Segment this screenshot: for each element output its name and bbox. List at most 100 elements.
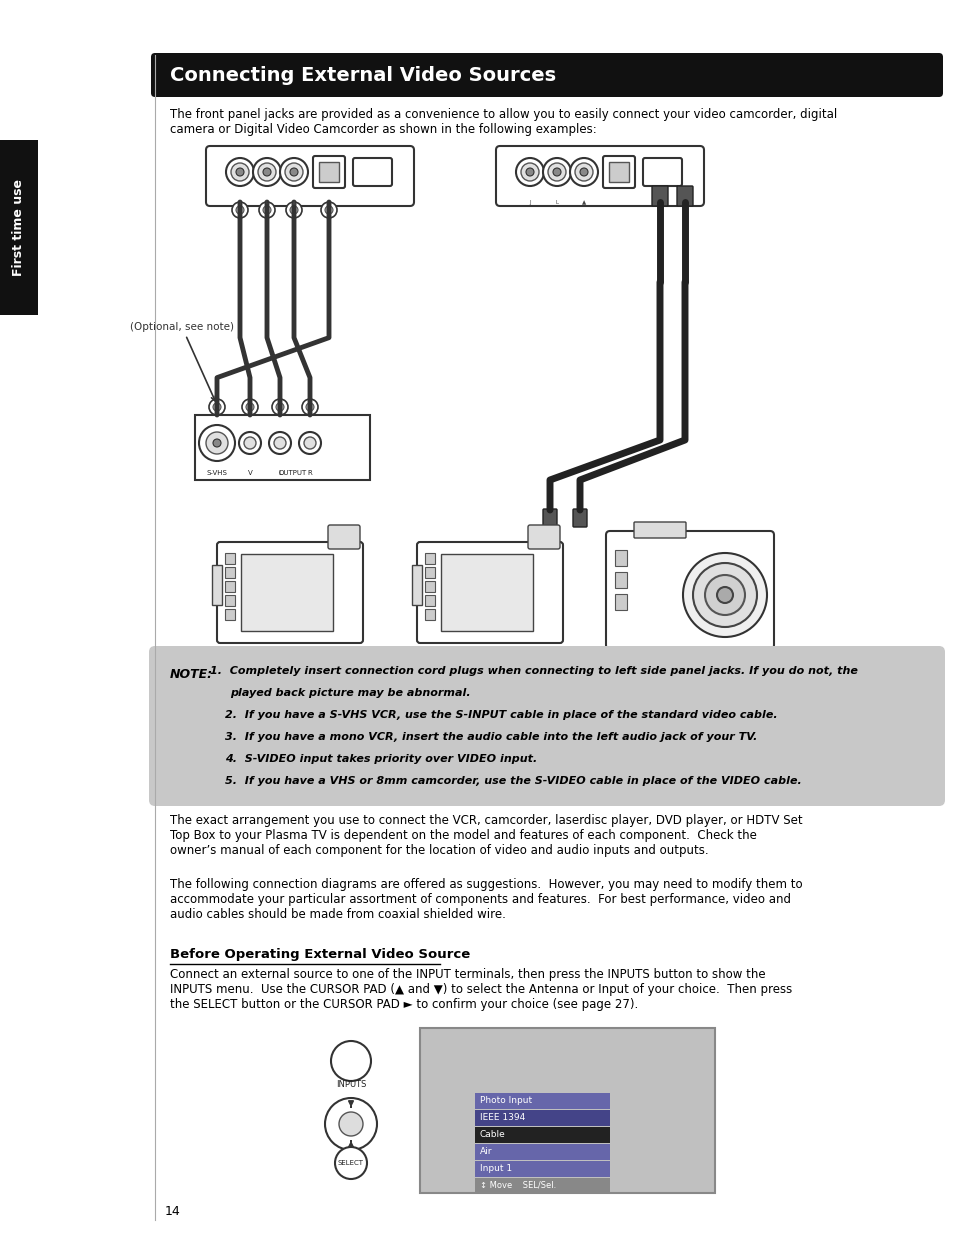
Circle shape: [263, 206, 271, 214]
Circle shape: [335, 1147, 367, 1179]
Text: The following connection diagrams are offered as suggestions.  However, you may : The following connection diagrams are of…: [170, 878, 801, 921]
FancyBboxPatch shape: [475, 1110, 609, 1126]
Circle shape: [302, 399, 317, 415]
Text: (Optional, see note): (Optional, see note): [130, 322, 233, 401]
Circle shape: [275, 403, 284, 411]
Text: Connect an external source to one of the INPUT terminals, then press the INPUTS : Connect an external source to one of the…: [170, 968, 791, 1011]
Circle shape: [682, 553, 766, 637]
Text: played back picture may be abnormal.: played back picture may be abnormal.: [230, 688, 470, 698]
FancyBboxPatch shape: [475, 1178, 609, 1192]
FancyBboxPatch shape: [605, 531, 773, 650]
FancyBboxPatch shape: [615, 550, 626, 566]
Circle shape: [692, 563, 757, 627]
Text: SELECT: SELECT: [337, 1160, 364, 1166]
Text: J: J: [239, 200, 240, 205]
Text: Before Operating External Video Source: Before Operating External Video Source: [170, 948, 470, 961]
FancyBboxPatch shape: [475, 1161, 609, 1177]
FancyBboxPatch shape: [615, 572, 626, 588]
Text: Photo Input: Photo Input: [479, 1095, 532, 1105]
FancyBboxPatch shape: [542, 509, 557, 527]
Circle shape: [516, 158, 543, 186]
Circle shape: [239, 432, 261, 454]
Text: 4.  S-VIDEO input takes priority over VIDEO input.: 4. S-VIDEO input takes priority over VID…: [225, 755, 537, 764]
FancyBboxPatch shape: [212, 564, 222, 605]
FancyBboxPatch shape: [440, 555, 533, 631]
Circle shape: [213, 403, 221, 411]
FancyBboxPatch shape: [602, 156, 635, 188]
Text: INPUTS: INPUTS: [335, 1079, 366, 1089]
Text: 2.  If you have a S-VHS VCR, use the S-INPUT cable in place of the standard vide: 2. If you have a S-VHS VCR, use the S-IN…: [225, 710, 777, 720]
Circle shape: [320, 203, 336, 219]
FancyBboxPatch shape: [313, 156, 345, 188]
FancyBboxPatch shape: [608, 162, 628, 182]
FancyBboxPatch shape: [225, 553, 234, 564]
Circle shape: [280, 158, 308, 186]
Circle shape: [306, 403, 314, 411]
Circle shape: [575, 163, 593, 182]
Circle shape: [285, 163, 303, 182]
Text: Cable: Cable: [479, 1130, 505, 1139]
Text: The exact arrangement you use to connect the VCR, camcorder, laserdisc player, D: The exact arrangement you use to connect…: [170, 814, 801, 857]
Circle shape: [244, 437, 255, 450]
Circle shape: [235, 168, 244, 177]
Text: Air: Air: [479, 1147, 492, 1156]
Text: NOTE:: NOTE:: [170, 668, 213, 680]
Text: 3.  If you have a mono VCR, insert the audio cable into the left audio jack of y: 3. If you have a mono VCR, insert the au…: [225, 732, 757, 742]
FancyBboxPatch shape: [412, 564, 421, 605]
FancyBboxPatch shape: [475, 1093, 609, 1109]
Text: Input 1: Input 1: [479, 1165, 512, 1173]
Text: IEEE 1394: IEEE 1394: [479, 1113, 525, 1123]
Circle shape: [209, 399, 225, 415]
Text: The front panel jacks are provided as a convenience to allow you to easily conne: The front panel jacks are provided as a …: [170, 107, 837, 136]
Circle shape: [520, 163, 538, 182]
Circle shape: [553, 168, 560, 177]
FancyBboxPatch shape: [353, 158, 392, 186]
FancyBboxPatch shape: [149, 646, 944, 806]
FancyBboxPatch shape: [151, 53, 942, 98]
FancyBboxPatch shape: [328, 525, 359, 550]
Text: Connecting External Video Sources: Connecting External Video Sources: [170, 65, 556, 84]
Text: First time use: First time use: [12, 179, 26, 275]
Circle shape: [525, 168, 534, 177]
Circle shape: [232, 203, 248, 219]
Text: J: J: [529, 200, 530, 205]
FancyBboxPatch shape: [651, 186, 667, 206]
Circle shape: [269, 432, 291, 454]
FancyBboxPatch shape: [225, 595, 234, 606]
FancyBboxPatch shape: [424, 567, 435, 578]
FancyBboxPatch shape: [424, 580, 435, 592]
Circle shape: [304, 437, 315, 450]
FancyBboxPatch shape: [642, 158, 681, 186]
FancyBboxPatch shape: [475, 1128, 609, 1144]
Circle shape: [274, 437, 286, 450]
Circle shape: [263, 168, 271, 177]
Text: OUTPUT: OUTPUT: [278, 471, 306, 475]
FancyBboxPatch shape: [225, 580, 234, 592]
FancyBboxPatch shape: [206, 146, 414, 206]
Circle shape: [246, 403, 253, 411]
Circle shape: [235, 206, 244, 214]
Circle shape: [298, 432, 320, 454]
Text: R: R: [307, 471, 312, 475]
Circle shape: [199, 425, 234, 461]
Circle shape: [325, 206, 333, 214]
Circle shape: [231, 163, 249, 182]
FancyBboxPatch shape: [573, 509, 586, 527]
Circle shape: [579, 168, 587, 177]
Circle shape: [569, 158, 598, 186]
Text: V: V: [248, 471, 253, 475]
FancyBboxPatch shape: [615, 594, 626, 610]
FancyBboxPatch shape: [225, 609, 234, 620]
Circle shape: [242, 399, 257, 415]
FancyBboxPatch shape: [424, 553, 435, 564]
Text: ↕ Move    SEL/Sel.: ↕ Move SEL/Sel.: [479, 1181, 556, 1189]
FancyBboxPatch shape: [496, 146, 703, 206]
FancyBboxPatch shape: [424, 595, 435, 606]
Text: 5.  If you have a VHS or 8mm camcorder, use the S-VIDEO cable in place of the VI: 5. If you have a VHS or 8mm camcorder, u…: [225, 776, 801, 785]
FancyBboxPatch shape: [216, 542, 363, 643]
Text: ▲: ▲: [581, 200, 585, 205]
FancyBboxPatch shape: [194, 415, 370, 480]
Text: L: L: [277, 471, 282, 475]
Circle shape: [542, 158, 571, 186]
FancyBboxPatch shape: [241, 555, 333, 631]
